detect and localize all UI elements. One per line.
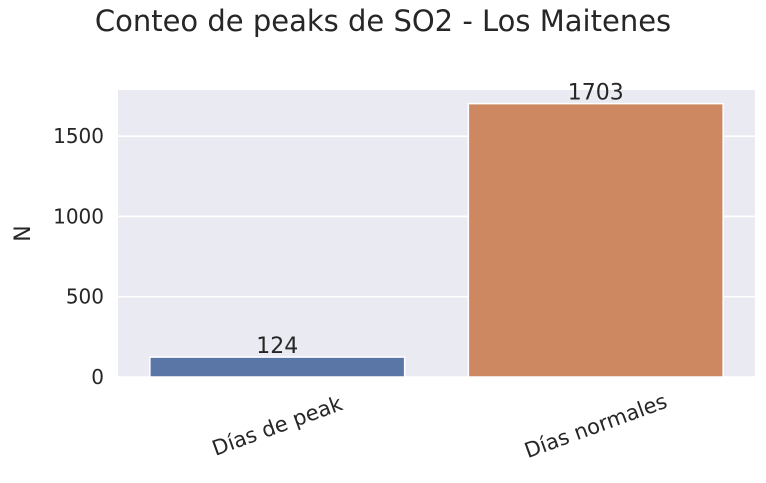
x-tick-label: Días normales [521, 389, 670, 463]
y-axis-label: N [11, 225, 36, 241]
chart-title: Conteo de peaks de SO2 - Los Maitenes [94, 4, 672, 38]
y-axis-ticks: 0 500 1000 1500 [53, 124, 104, 389]
y-tick-label: 1500 [53, 124, 104, 148]
bars [149, 102, 724, 378]
y-tick-label: 1000 [53, 204, 104, 228]
bar-value-label: 124 [256, 334, 298, 359]
x-axis-ticks: Días de peak Días normales [209, 389, 670, 463]
bar-0 [149, 356, 406, 378]
y-tick-label: 0 [91, 365, 104, 389]
data-labels: 124 1703 [256, 81, 624, 359]
y-tick-label: 500 [66, 285, 104, 309]
bar-value-label: 1703 [568, 81, 624, 106]
x-tick-label: Días de peak [209, 391, 346, 461]
bar-1 [467, 102, 724, 378]
